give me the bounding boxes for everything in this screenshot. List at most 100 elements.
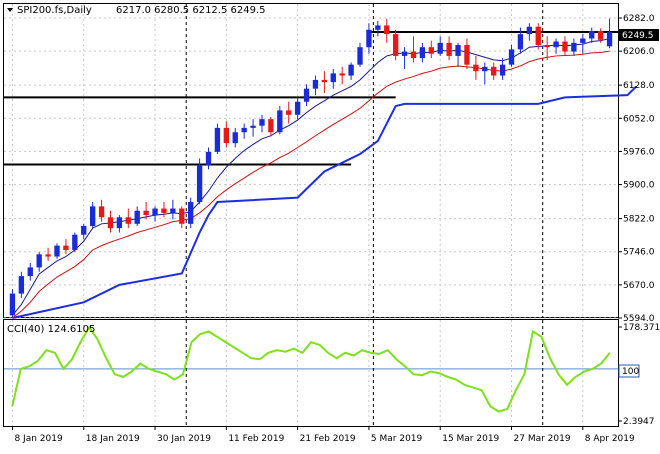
candle-body	[81, 225, 87, 235]
candle-body	[392, 34, 399, 56]
candle-body	[321, 79, 328, 83]
stop-line	[12, 85, 637, 319]
candle-body	[571, 42, 577, 52]
candle-body	[508, 49, 515, 65]
candle-body	[170, 208, 176, 213]
cci-tick-label: 2.3947	[623, 417, 655, 427]
candle-body	[107, 217, 114, 229]
time-axis: 8 Jan 2019 18 Jan 2019 30 Jan 2019 11 Feb 2…	[11, 426, 635, 444]
candle-body	[27, 267, 33, 277]
current-price-badge-bg	[619, 29, 659, 41]
price-tick-label: 6282.0	[623, 14, 655, 24]
candle-body	[125, 217, 131, 224]
candle-body	[152, 208, 158, 216]
price-axis: 6282.0 6206.0 6128.0 6052.0 5976.0 5900.0 5822…	[618, 14, 655, 324]
cci-ref-badge: 100	[622, 367, 639, 377]
candle-body	[9, 293, 16, 316]
candle-body	[72, 234, 78, 250]
price-tick-label: 5900.0	[623, 181, 655, 191]
candle-body	[419, 47, 426, 59]
candle-body	[116, 217, 123, 229]
time-tick-label: 5 Mar 2019	[371, 434, 423, 444]
candle-body	[188, 202, 194, 224]
candle-body	[580, 38, 586, 43]
candle-body	[205, 151, 212, 165]
candle-body	[535, 26, 541, 46]
candle-body	[339, 73, 345, 76]
candle-body	[428, 47, 434, 54]
price-panel-frame	[3, 3, 619, 318]
candle-body	[473, 64, 479, 72]
price-tick-label: 5822.0	[623, 215, 655, 225]
time-tick-label: 18 Jan 2019	[86, 434, 140, 444]
candle-body	[446, 42, 452, 56]
candle-body	[357, 47, 363, 65]
candle-body	[179, 208, 185, 224]
candle-body	[232, 132, 238, 144]
candle-body	[330, 73, 336, 83]
candle-body	[143, 210, 149, 216]
candle-body	[312, 79, 319, 89]
time-tick-label: 30 Jan 2019	[157, 434, 211, 444]
price-tick-label: 5976.0	[623, 147, 655, 157]
candle-body	[277, 110, 283, 133]
candle-body	[196, 164, 203, 203]
candle-body	[437, 42, 443, 54]
time-tick-label: 11 Feb 2019	[228, 434, 284, 444]
candle-body	[401, 51, 408, 56]
candle-body	[384, 25, 390, 35]
price-tick-label: 5594.0	[623, 314, 655, 324]
time-tick-label: 15 Mar 2019	[442, 434, 499, 444]
cci-series	[11, 325, 611, 413]
price-tick-label: 6128.0	[623, 81, 655, 91]
cci-tick-label: 178.3713	[623, 323, 660, 333]
candle-body	[455, 45, 461, 56]
candle-body	[375, 25, 381, 30]
candle-body	[526, 26, 533, 35]
candle-body	[410, 51, 417, 59]
candle-body	[589, 31, 595, 39]
cci-axis: 178.3713 2.3947	[618, 323, 660, 427]
candle-body	[223, 127, 230, 144]
time-tick-label: 8 Jan 2019	[14, 434, 62, 444]
current-price-badge: 6249.5	[622, 31, 654, 41]
candle-body	[250, 125, 256, 128]
symbol-label: SPI200.fs,Daily	[17, 5, 92, 16]
price-tick-label: 5746.0	[623, 248, 655, 258]
candle-body	[294, 101, 301, 115]
price-tick-label: 5670.0	[623, 281, 655, 291]
time-tick-label: 27 Mar 2019	[514, 434, 571, 444]
candle-body	[553, 41, 559, 48]
triangle-down-icon[interactable]	[7, 8, 13, 12]
candle-body	[214, 127, 221, 152]
cci-line	[11, 325, 611, 413]
candle-body	[491, 66, 497, 76]
candle-body	[36, 254, 42, 268]
candle-body	[134, 210, 140, 224]
cci-label: CCI(40) 124.6105	[7, 324, 95, 335]
ohlc-label: 6217.0 6280.5 6212.5 6249.5	[116, 5, 266, 16]
ema-slow-line	[12, 50, 610, 319]
candle-body	[464, 45, 470, 65]
candle-body	[161, 208, 167, 213]
cci-grid	[4, 320, 618, 426]
candle-body	[597, 31, 604, 40]
candle-body	[89, 206, 96, 226]
candle-body	[348, 64, 354, 76]
candle-body	[54, 245, 60, 257]
candle-body	[544, 45, 550, 48]
candle-body	[241, 127, 247, 133]
candle-body	[517, 34, 524, 50]
candle-body	[366, 29, 372, 48]
stop-line-path	[12, 85, 637, 319]
cci-ref-badge-bg	[618, 364, 640, 378]
candle-body	[63, 245, 69, 250]
cci-panel-frame	[3, 319, 619, 427]
candle-body	[303, 88, 310, 102]
candle-body	[259, 119, 265, 126]
price-tick-label: 6052.0	[623, 114, 655, 124]
candle-body	[482, 66, 488, 72]
candle-body	[98, 206, 105, 218]
time-tick-label: 21 Feb 2019	[300, 434, 356, 444]
